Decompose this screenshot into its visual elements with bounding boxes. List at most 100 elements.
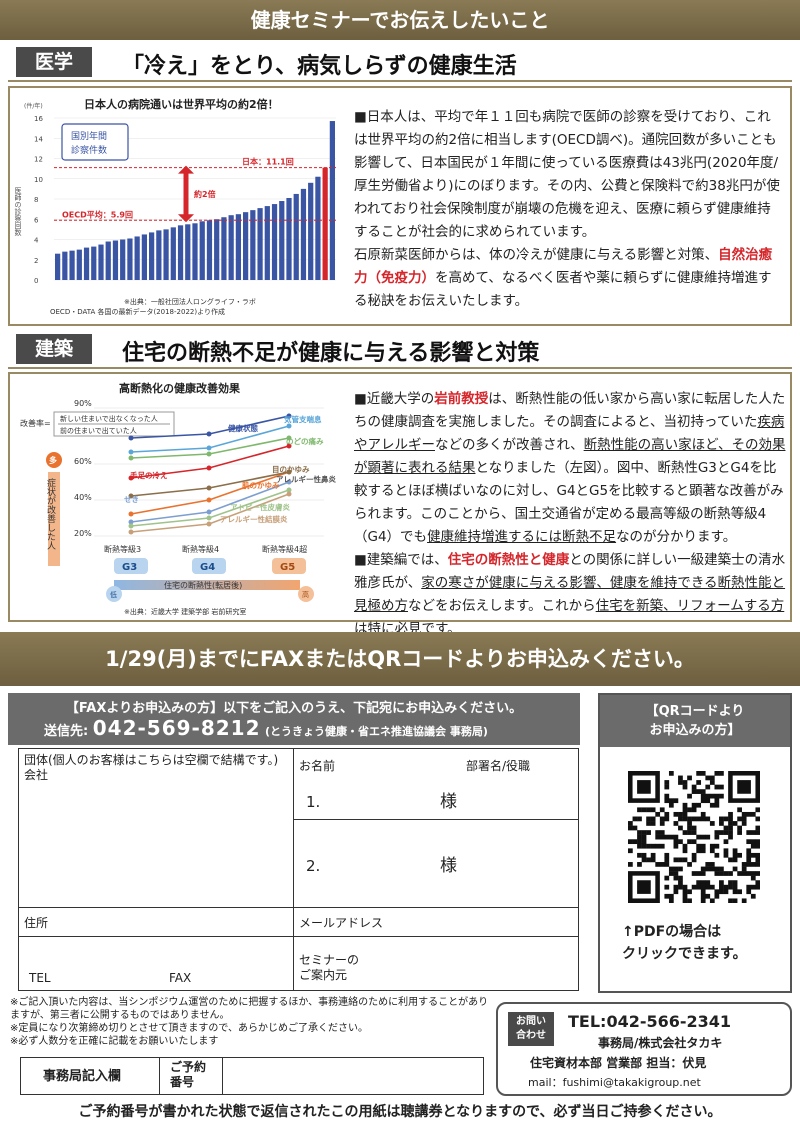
x-axis-high: 高 xyxy=(302,590,309,599)
tel-label: TEL xyxy=(29,971,51,985)
bar xyxy=(98,244,104,280)
y-tick-label: 0 xyxy=(34,277,38,285)
qr-section: 【QRコードより お申込みの方】 ↑PDFの場合は クリックできます。 xyxy=(598,693,792,993)
bar xyxy=(112,240,119,280)
bar xyxy=(192,223,198,280)
medicine-tag: 医学 xyxy=(16,47,92,77)
org-field[interactable]: 団体(個人のお客様はこちらは空欄で結構です。) 会社 xyxy=(18,748,294,908)
series-label: のどの痛み xyxy=(286,436,324,446)
series-label: 健康状態 xyxy=(228,423,258,433)
y-axis-arrow xyxy=(48,472,60,566)
series-point xyxy=(206,445,212,451)
name-row-1: 1. xyxy=(306,793,321,811)
series-point xyxy=(286,479,292,485)
series-point xyxy=(206,465,212,471)
insulation-effect-chart: 高断熱化の健康改善効果 90% 60% 40% 20% 改善率= 新しい住まいで… xyxy=(20,381,336,616)
bar xyxy=(329,121,335,280)
series-point xyxy=(206,431,212,437)
grade-g5: G5 xyxy=(280,562,295,573)
note-1: ※ご記入頂いた内容は、当シンポジウム運営のために把握するほか、事務連絡のために利… xyxy=(10,997,489,1021)
x-label-g3: 断熱等級3 xyxy=(104,544,141,554)
note-2: ※定員になり次第締め切りとさせて頂きますので、あらかじめご了承ください。 xyxy=(10,1023,368,1034)
address-field[interactable]: 住所 xyxy=(18,907,294,937)
grade-badge-g3 xyxy=(114,558,148,574)
y-tick-label: 16 xyxy=(34,115,43,123)
medicine-para-1: ■日本人は、平均で年１１回も病院で医師の診察を受けており、これは世界平均の約2倍… xyxy=(354,109,780,240)
chart-source-2: OECD・DATA 各国の最新データ(2018-2022)より作成 xyxy=(50,307,225,316)
sama-2: 様 xyxy=(440,856,457,876)
bar xyxy=(83,247,90,280)
series-point xyxy=(286,469,292,475)
medicine-para-2: 石原新菜医師からは、体の冷えが健康に与える影響と対策、 xyxy=(354,247,719,263)
bar xyxy=(279,201,285,280)
deadline-banner: 1/29(月)までにFAXまたはQRコードよりお申込みください。 xyxy=(0,632,800,686)
series-point xyxy=(206,485,212,491)
y-tick-label: 6 xyxy=(34,216,39,224)
chart-title: 日本人の病院通いは世界平均の約2倍！ xyxy=(84,97,279,111)
ratio-denominator: 前の住まいで出ていた人 xyxy=(60,426,137,435)
bar xyxy=(221,217,227,280)
series-point xyxy=(206,521,212,527)
insulation-health-highlight: 住宅の断熱性と健康 xyxy=(447,552,570,568)
series-label: 目のかゆみ xyxy=(272,465,310,474)
medicine-para-3: を高めて、なるべく医者や薬に頼らずに健康維持増進する秘訣をお伝えいたします。 xyxy=(354,270,772,309)
series-point xyxy=(286,423,292,429)
series-point xyxy=(128,455,134,461)
office-use-label: 事務局記入欄 xyxy=(43,1069,122,1084)
natural-healing-highlight: 自然治癒力（免疫力） xyxy=(354,247,773,286)
series-point xyxy=(286,435,292,441)
arrow-head-down xyxy=(178,214,194,223)
series-point xyxy=(128,435,134,441)
bar xyxy=(286,197,292,280)
fax-org: (とうきょう健康・省エネ推進協議会 事務局) xyxy=(265,725,488,738)
bar xyxy=(105,241,111,280)
bar xyxy=(76,249,82,280)
y-tick-label: 14 xyxy=(34,135,43,143)
series-point xyxy=(206,515,212,521)
contact-mail[interactable]: mail：fushimi@takakigroup.net xyxy=(528,1076,701,1089)
name-row-2: 2. xyxy=(306,857,321,875)
series-point xyxy=(286,487,292,493)
contact-box: お問い 合わせ TEL:042-566-2341 事務局/株式会社タカキ 住宅資… xyxy=(496,1002,792,1096)
chart-legend-line2: 診察件数 xyxy=(71,144,107,156)
grade-badge-g4 xyxy=(192,558,226,574)
insulation-chart-title: 高断熱化の健康改善効果 xyxy=(119,381,240,395)
x-axis-title: 住宅の断熱性(転居後) xyxy=(164,580,242,590)
architecture-text: ■近畿大学の岩前教授は、断熱性能の低い家から高い家に転居した人たちの健康調査を実… xyxy=(354,391,786,637)
bar xyxy=(156,230,162,280)
qr-code[interactable] xyxy=(628,771,760,903)
bar xyxy=(163,229,169,280)
series-point xyxy=(128,493,134,499)
dept-field-label: 部署名/役職 xyxy=(466,759,531,773)
series-point xyxy=(286,443,292,449)
sama-1: 様 xyxy=(440,792,457,812)
notes: ※ご記入頂いた内容は、当シンポジウム運営のために把握するほか、事務連絡のために利… xyxy=(10,996,490,1048)
tel-fax-field[interactable]: TEL FAX xyxy=(18,936,294,991)
ratio-label: 約2倍 xyxy=(194,189,216,199)
guide-source-field[interactable]: セミナーの ご案内元 xyxy=(293,936,579,991)
email-field[interactable]: メールアドレス xyxy=(293,907,579,937)
name-field[interactable]: お名前 部署名/役職 1. 様 2. 様 xyxy=(293,748,579,908)
series-point xyxy=(128,529,134,535)
bar xyxy=(127,238,133,280)
series-point xyxy=(206,509,212,515)
fax-destination: 送信先: 042-569-8212 (とうきょう健康・省エネ推進協議会 事務局) xyxy=(44,716,488,740)
y-tick-label: 10 xyxy=(34,176,43,184)
fax-instructions: 【FAXよりお申込みの方】以下をご記入のうえ、下記宛にお申込みください。 xyxy=(65,701,523,716)
oecd-average-label: OECD平均：5.9回 xyxy=(62,209,133,219)
reservation-label: ご予約 番号 xyxy=(170,1060,207,1089)
contact-dept: 住宅資材本部 営業部 担当：伏見 xyxy=(530,1056,707,1070)
bar xyxy=(149,232,155,280)
reservation-number-field[interactable] xyxy=(222,1057,484,1095)
bar xyxy=(206,220,213,280)
contact-tel[interactable]: TEL:042-566-2341 xyxy=(568,1012,732,1031)
bar xyxy=(235,214,241,280)
email-label: メールアドレス xyxy=(299,916,384,930)
org-field-label: 団体(個人のお客様はこちらは空欄で結構です。) 会社 xyxy=(24,753,279,782)
bar xyxy=(300,188,307,280)
bar xyxy=(120,239,126,280)
series-label: 気管支喘息 xyxy=(284,414,322,424)
contact-office: 事務局/株式会社タカキ xyxy=(598,1036,723,1050)
series-label: アレルギー性結膜炎 xyxy=(220,514,288,524)
y-axis-high-marker xyxy=(46,452,62,468)
